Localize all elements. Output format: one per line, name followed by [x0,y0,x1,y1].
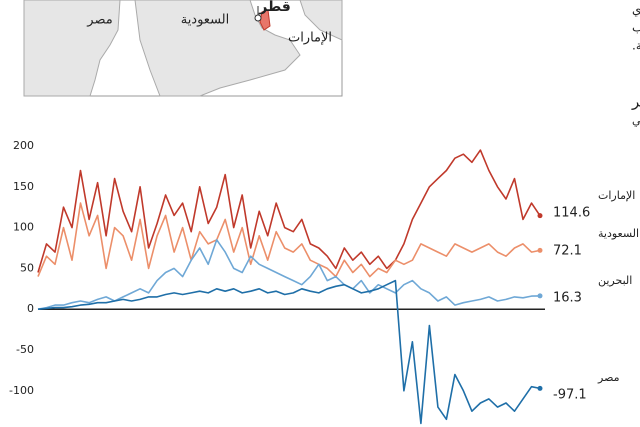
end-value: 72.1 [553,244,582,259]
legend-label: البحرين [598,274,632,287]
qatar-pin [254,14,262,22]
legend-label: مصر [597,371,620,384]
land-africa [23,0,121,97]
y-tick-label: 50 [20,261,34,274]
legend-label: الإمارات [598,189,635,202]
land-east [299,0,343,41]
y-tick-label: -100 [9,384,34,397]
intro-line: والبحري والجوي مع قطر، متهمة أياها بدعم … [632,20,640,36]
y-tick-label: 0 [27,302,34,315]
intro-line: وزعزعة استقرار المنطقة. [632,39,640,54]
series-line [37,239,541,310]
map-label: السعودية [181,13,230,28]
map-label: قطر [258,0,291,15]
y-tick-label: 100 [13,221,34,234]
y-tick-label: 150 [13,180,34,193]
y-tick-label: 200 [13,139,34,152]
end-value: -97.1 [553,388,587,403]
end-point [537,385,543,391]
plot: 200 150 100 50 0 -50 -100 الإمارات 114.6 السعودية… [9,139,639,425]
y-tick-label: -50 [16,343,34,356]
legend-label: السعودية [598,227,639,240]
end-value: 16.3 [553,291,582,306]
map: مصر السعودية قطر الإمارات [23,0,343,97]
end-point [537,247,543,253]
end-value: 114.6 [553,206,590,221]
chart-subtitle: بيانات شهرية - بالمليون دولار أمريكي [632,113,640,127]
end-point [537,213,543,219]
map-label: مصر [86,13,112,28]
map-label: الإمارات [288,31,332,46]
series-line [37,279,541,425]
end-point [537,293,543,299]
series-line [37,149,541,273]
series-line [37,202,541,278]
intro-line: قطع العلاقات الدبلوماسية وجميع خطوط النق… [632,3,640,18]
chart-title: الميزان التجاري مع قطر [631,93,640,112]
